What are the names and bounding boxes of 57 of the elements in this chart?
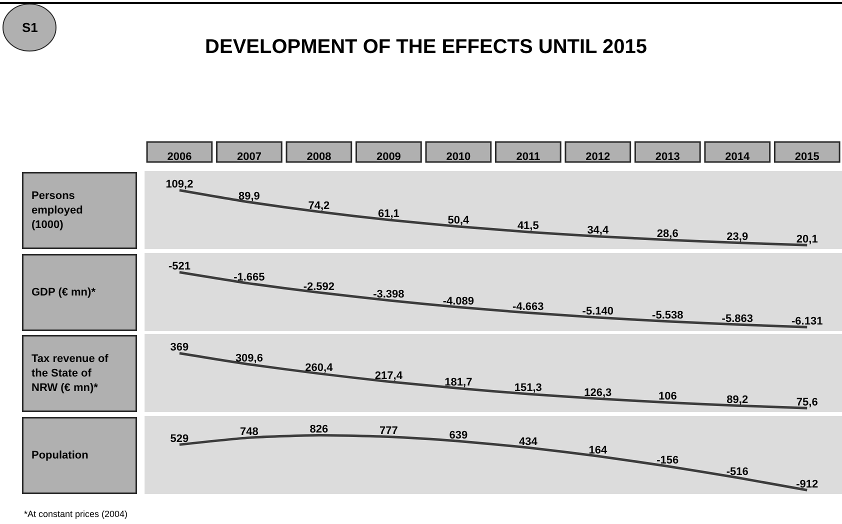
data-label: -5.140 [582,306,614,318]
data-label: 28,6 [656,228,678,240]
data-label: 164 [588,444,608,456]
data-label: 106 [658,390,677,403]
data-label: 34,4 [587,224,610,237]
data-label: -521 [168,260,190,272]
data-label: 109,2 [166,178,194,190]
data-label: 434 [518,436,538,448]
data-label: 74,2 [308,200,330,212]
data-label: -516 [726,466,748,478]
data-label: 20,1 [796,233,818,246]
x-tick-label: 2015 [794,150,820,163]
data-label: 369 [170,341,189,354]
data-label: 41,5 [517,220,539,232]
y-axis-title: Tax revenue of the State of NRW (€ mn)* [32,353,109,394]
data-label: -156 [656,454,679,467]
data-label: -1.665 [234,272,265,284]
data-label: 151,3 [514,382,542,394]
x-tick-label: 2011 [516,150,540,163]
data-label: 75,6 [796,396,818,408]
data-label: -5.863 [722,312,753,325]
x-tick-label: 2014 [725,150,750,163]
data-label: 89,2 [726,394,748,406]
data-label: 126,3 [584,386,612,399]
data-label: 61,1 [378,208,400,220]
x-tick-label: 2012 [586,150,610,163]
y-axis-title: Population [32,450,89,462]
data-label: 23,9 [726,231,748,244]
data-label: -912 [796,478,818,490]
x-tick-label: 2010 [446,150,471,163]
y-axis-title: Persons employed (1000) [32,190,83,231]
text: S1 [22,20,38,35]
data-label: -4.663 [512,301,544,314]
data-label: 260,4 [305,362,334,374]
data-label: 529 [170,432,189,445]
data-label: -4.089 [442,295,474,308]
x-tick-label: 2007 [236,150,262,163]
x-tick-label: 2006 [167,150,192,163]
data-label: -2.592 [303,280,335,293]
y-axis-title: GDP (€ mn)* [32,286,96,298]
data-label: 89,9 [238,190,260,202]
x-tick-label: 2008 [306,150,332,163]
x-tick-label: 2009 [376,150,401,163]
x-tick-label: 2013 [655,150,680,163]
data-label: 309,6 [235,352,263,365]
data-label: 217,4 [374,370,404,382]
data-label: 639 [449,429,468,442]
data-label: 777 [380,425,398,438]
data-label: -3.398 [373,288,404,301]
text: *At constant prices (2004) [24,509,128,519]
chart-title: DEVELOPMENT OF THE EFFECTS UNTIL 2015 [205,36,647,58]
data-label: 748 [240,426,258,438]
data-label: 50,4 [448,214,470,227]
data-label: -6.131 [792,315,823,328]
data-label: 181,7 [444,376,472,389]
data-label: 826 [310,423,328,436]
data-label: -5.538 [652,310,684,322]
